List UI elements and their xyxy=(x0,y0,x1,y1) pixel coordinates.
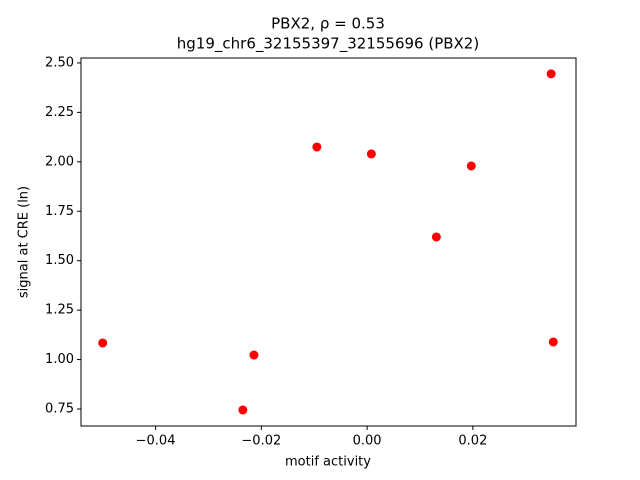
y-tick-label: 1.00 xyxy=(45,352,74,367)
x-tick-label: −0.04 xyxy=(136,434,176,449)
point xyxy=(546,69,556,79)
y-tick-label: 1.25 xyxy=(45,303,74,318)
point xyxy=(238,405,248,415)
y-tick-label: 1.75 xyxy=(45,204,74,219)
x-tick-label: −0.02 xyxy=(241,434,281,449)
point xyxy=(98,338,108,348)
point xyxy=(366,149,376,159)
y-axis-label: signal at CRE (ln) xyxy=(17,186,32,298)
y-tick-label: 0.75 xyxy=(45,401,74,416)
y-tick-label: 2.00 xyxy=(45,154,74,169)
chart-subtitle: hg19_chr6_32155397_32155696 (PBX2) xyxy=(177,35,479,54)
plot-frame xyxy=(80,57,577,427)
point xyxy=(431,232,441,242)
y-tick-label: 2.50 xyxy=(45,55,74,70)
x-tick-label: 0.00 xyxy=(353,434,382,449)
chart-title: PBX2, ρ = 0.53 xyxy=(271,15,385,33)
point xyxy=(249,350,259,360)
x-axis-label: motif activity xyxy=(285,455,371,470)
y-tick-label: 1.50 xyxy=(45,253,74,268)
point xyxy=(548,337,558,347)
x-tick-label: 0.02 xyxy=(458,434,487,449)
point xyxy=(312,142,322,152)
point xyxy=(466,161,476,171)
y-tick-label: 2.25 xyxy=(45,105,74,120)
